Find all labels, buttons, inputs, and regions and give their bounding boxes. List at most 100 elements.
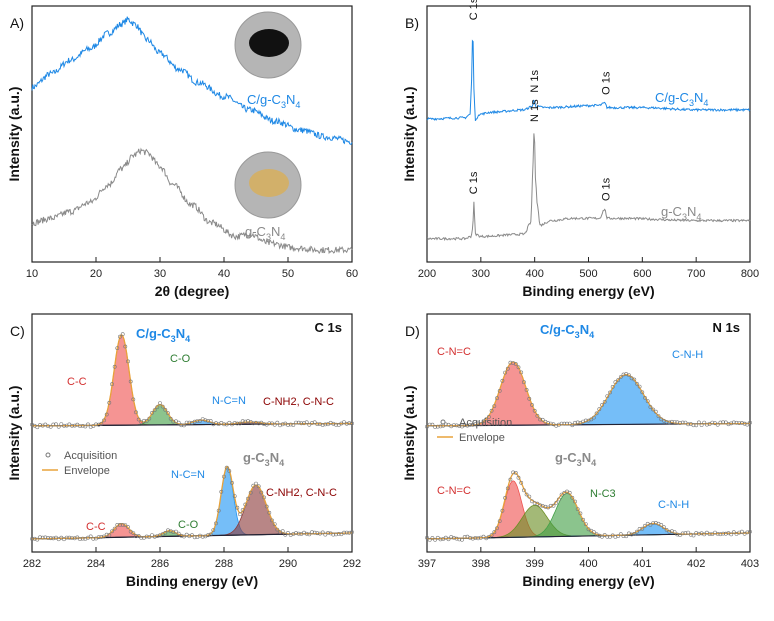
component-peak-2 bbox=[426, 492, 751, 540]
acquisition-point bbox=[481, 534, 486, 539]
acquisition-point bbox=[567, 490, 572, 495]
acquisition-point bbox=[179, 533, 184, 538]
acquisition-point bbox=[166, 528, 170, 533]
acquisition-point bbox=[688, 532, 693, 537]
series-label-gc3n4: g-C3N4 bbox=[661, 204, 701, 222]
acquisition-point bbox=[232, 494, 237, 499]
acquisition-point bbox=[575, 507, 580, 512]
acquisition-point bbox=[723, 531, 728, 536]
acquisition-point bbox=[211, 528, 216, 533]
acquisition-point bbox=[96, 535, 101, 540]
acquisition-point bbox=[198, 419, 202, 423]
acquisition-point bbox=[256, 484, 261, 489]
acquisition-point bbox=[519, 370, 524, 375]
component-label: C-N-H bbox=[658, 499, 689, 511]
acquisition-point bbox=[38, 423, 42, 427]
x-tick-label: 700 bbox=[687, 268, 705, 280]
acquisition-point bbox=[107, 400, 112, 405]
envelope-line bbox=[32, 466, 352, 540]
acquisition-point bbox=[653, 409, 658, 414]
acquisition-point bbox=[235, 421, 240, 426]
acquisition-point bbox=[163, 407, 168, 412]
acquisition-point bbox=[262, 495, 266, 500]
acquisition-point bbox=[203, 418, 208, 423]
acquisition-point bbox=[484, 417, 489, 422]
acquisition-point bbox=[532, 501, 537, 506]
acquisition-point bbox=[686, 422, 691, 427]
acquisition-point bbox=[683, 420, 688, 425]
acquisition-point bbox=[96, 422, 101, 427]
x-tick-label: 403 bbox=[741, 558, 759, 570]
acquisition-point bbox=[187, 420, 192, 425]
acquisition-point bbox=[342, 530, 346, 535]
acquisition-point bbox=[222, 474, 226, 479]
acquisition-point bbox=[748, 529, 752, 534]
acquisition-point bbox=[678, 421, 682, 425]
acquisition-point bbox=[163, 531, 168, 535]
acquisition-point bbox=[216, 508, 221, 513]
component-label: N-C3 bbox=[590, 488, 616, 500]
acquisition-point bbox=[72, 536, 77, 541]
acquisition-point bbox=[267, 510, 272, 515]
acquisition-point bbox=[251, 483, 256, 488]
acquisition-point bbox=[320, 423, 325, 427]
acquisition-point bbox=[78, 537, 82, 542]
acquisition-point bbox=[88, 534, 93, 539]
acquisition-point bbox=[748, 420, 752, 425]
acquisition-point bbox=[505, 366, 510, 371]
acquisition-point bbox=[433, 537, 438, 542]
acquisition-point bbox=[270, 518, 274, 523]
acquisition-point bbox=[240, 508, 245, 512]
acquisition-point bbox=[465, 423, 470, 428]
acquisition-point bbox=[705, 422, 709, 427]
core-level-title: C 1s bbox=[315, 320, 342, 335]
acquisition-point bbox=[643, 395, 647, 400]
panel-label: A) bbox=[10, 15, 24, 31]
acquisition-point bbox=[336, 532, 341, 536]
peak-label: O 1s bbox=[601, 177, 613, 201]
acquisition-point bbox=[152, 534, 157, 539]
acquisition-point bbox=[468, 422, 473, 427]
acquisition-point bbox=[457, 424, 462, 428]
acquisition-point bbox=[235, 505, 240, 510]
acquisition-point bbox=[334, 422, 338, 427]
acquisition-point bbox=[511, 470, 515, 475]
acquisition-point bbox=[473, 536, 478, 540]
x-tick-label: 397 bbox=[418, 558, 436, 570]
acquisition-point bbox=[605, 394, 610, 399]
acquisition-point bbox=[486, 535, 491, 539]
acquisition-point bbox=[139, 536, 144, 540]
acquisition-point bbox=[737, 421, 742, 426]
x-tick-label: 398 bbox=[472, 558, 490, 570]
acquisition-point bbox=[597, 407, 602, 412]
acquisition-point bbox=[600, 403, 604, 407]
peak-label: N 1s bbox=[529, 69, 541, 92]
acquisition-point bbox=[697, 531, 701, 536]
acquisition-point bbox=[158, 401, 162, 406]
acquisition-point bbox=[497, 388, 502, 393]
acquisition-point bbox=[583, 522, 588, 527]
acquisition-point bbox=[312, 530, 317, 535]
acquisition-point bbox=[112, 526, 117, 531]
core-level-title: N 1s bbox=[713, 320, 740, 335]
y-axis-title: Intensity (a.u.) bbox=[6, 386, 22, 481]
acquisition-point bbox=[605, 534, 610, 539]
acquisition-point bbox=[729, 532, 734, 537]
acquisition-point bbox=[214, 521, 218, 526]
acquisition-point bbox=[683, 531, 688, 536]
acquisition-point bbox=[618, 375, 623, 379]
acquisition-point bbox=[495, 396, 499, 401]
acquisition-point bbox=[304, 531, 309, 536]
acquisition-point bbox=[470, 422, 475, 427]
acquisition-point bbox=[347, 530, 352, 535]
acquisition-point bbox=[527, 494, 532, 499]
acquisition-point bbox=[635, 381, 639, 386]
acquisition-point bbox=[291, 423, 296, 427]
acquisition-point bbox=[267, 421, 272, 426]
envelope-line bbox=[32, 333, 352, 427]
acquisition-point bbox=[176, 531, 181, 536]
acquisition-point bbox=[495, 526, 499, 531]
acquisition-point bbox=[678, 533, 682, 538]
component-label: N-C=N bbox=[171, 469, 205, 481]
acquisition-point bbox=[272, 422, 277, 427]
